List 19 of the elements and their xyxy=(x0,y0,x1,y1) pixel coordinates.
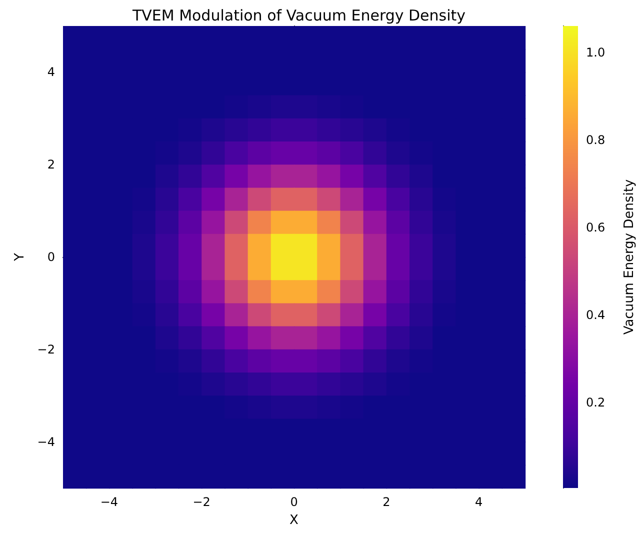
x-tick-label: −4 xyxy=(100,495,118,509)
color-bar-label: 1.0 xyxy=(586,45,606,60)
y-tick-label: 2 xyxy=(47,158,55,172)
y-tick-label: −2 xyxy=(37,342,55,356)
y-tick-label: −4 xyxy=(37,434,55,449)
x-tick-label: 2 xyxy=(382,495,390,509)
chart-title: TVEM Modulation of Vacuum Energy Density xyxy=(131,6,466,24)
color-bar-title: Vacuum Energy Density xyxy=(622,179,637,335)
x-tick-label: 4 xyxy=(474,495,483,509)
color-bar-label: 0.2 xyxy=(586,396,606,410)
y-tick-label: 0 xyxy=(47,250,55,264)
color-bar-label: 0.4 xyxy=(586,308,606,322)
x-axis-title: X xyxy=(290,513,299,528)
y-axis-title: Y xyxy=(12,252,28,262)
color-bar-label: 0.8 xyxy=(586,132,606,147)
y-tick-label: 4 xyxy=(47,65,55,80)
x-tick-label: −2 xyxy=(192,495,210,509)
x-tick-label: 0 xyxy=(290,495,298,509)
color-bar-label: 0.6 xyxy=(586,220,606,234)
